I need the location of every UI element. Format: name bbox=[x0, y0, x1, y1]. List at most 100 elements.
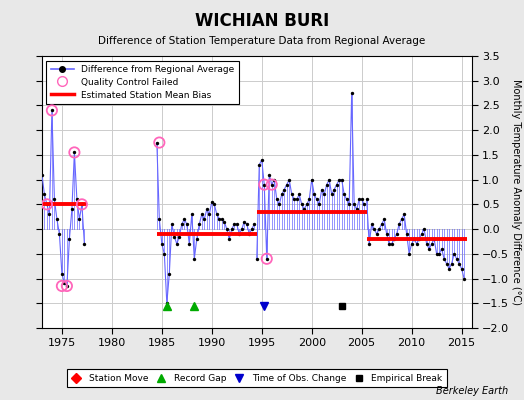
Point bbox=[235, 231, 244, 237]
Point bbox=[208, 199, 216, 205]
Point bbox=[422, 241, 431, 247]
Point bbox=[383, 231, 391, 237]
Point bbox=[245, 231, 254, 237]
Point bbox=[260, 181, 268, 188]
Point bbox=[180, 216, 189, 222]
Point bbox=[220, 218, 228, 225]
Point bbox=[455, 260, 463, 267]
Point bbox=[217, 216, 226, 222]
Point bbox=[155, 139, 163, 146]
Point bbox=[390, 236, 398, 242]
Point bbox=[387, 241, 396, 247]
Point bbox=[430, 236, 438, 242]
Point bbox=[415, 236, 423, 242]
Point bbox=[300, 206, 309, 212]
Point bbox=[73, 196, 81, 203]
Point bbox=[158, 241, 166, 247]
Point bbox=[325, 176, 333, 183]
Point bbox=[263, 256, 271, 262]
Point bbox=[272, 196, 281, 203]
Point bbox=[438, 246, 446, 252]
Point bbox=[185, 241, 193, 247]
Point bbox=[410, 236, 418, 242]
Point bbox=[78, 201, 86, 208]
Point bbox=[230, 221, 238, 227]
Point bbox=[298, 201, 306, 208]
Point bbox=[302, 201, 311, 208]
Point bbox=[225, 236, 234, 242]
Point bbox=[333, 181, 341, 188]
Point bbox=[375, 226, 384, 232]
Point bbox=[53, 216, 61, 222]
Point bbox=[193, 236, 201, 242]
Point bbox=[165, 270, 173, 277]
Text: WICHIAN BURI: WICHIAN BURI bbox=[195, 12, 329, 30]
Point bbox=[78, 201, 86, 208]
Point bbox=[295, 191, 303, 198]
Point bbox=[347, 90, 356, 96]
Point bbox=[367, 221, 376, 227]
Point bbox=[190, 256, 199, 262]
Point bbox=[213, 211, 221, 218]
Point bbox=[183, 221, 191, 227]
Point bbox=[408, 241, 416, 247]
Point bbox=[445, 266, 453, 272]
Point bbox=[60, 280, 69, 287]
Point bbox=[318, 186, 326, 193]
Point bbox=[322, 181, 331, 188]
Point bbox=[452, 256, 461, 262]
Point bbox=[340, 191, 348, 198]
Point bbox=[48, 107, 56, 114]
Point bbox=[420, 226, 428, 232]
Point bbox=[65, 236, 73, 242]
Point bbox=[425, 246, 433, 252]
Point bbox=[198, 211, 206, 218]
Point bbox=[442, 260, 451, 267]
Point bbox=[345, 201, 353, 208]
Point bbox=[48, 107, 56, 114]
Point bbox=[160, 251, 169, 257]
Point bbox=[370, 226, 378, 232]
Point bbox=[210, 201, 219, 208]
Point bbox=[237, 226, 246, 232]
Point bbox=[43, 201, 51, 208]
Point bbox=[45, 211, 53, 218]
Point bbox=[247, 226, 256, 232]
Point bbox=[152, 139, 161, 146]
Point bbox=[215, 216, 223, 222]
Point bbox=[292, 196, 301, 203]
Point bbox=[58, 270, 66, 277]
Point bbox=[278, 191, 286, 198]
Point bbox=[250, 221, 258, 227]
Point bbox=[398, 216, 406, 222]
Point bbox=[353, 206, 361, 212]
Text: Monthly Temperature Anomaly Difference (°C): Monthly Temperature Anomaly Difference (… bbox=[511, 79, 521, 305]
Point bbox=[75, 216, 84, 222]
Point bbox=[355, 196, 363, 203]
Point bbox=[240, 218, 248, 225]
Point bbox=[435, 251, 443, 257]
Point bbox=[280, 186, 288, 193]
Point bbox=[223, 226, 231, 232]
Point bbox=[373, 231, 381, 237]
Point bbox=[70, 149, 79, 156]
Point bbox=[55, 231, 63, 237]
Point bbox=[357, 196, 366, 203]
Point bbox=[195, 221, 203, 227]
Point bbox=[168, 221, 176, 227]
Point bbox=[227, 226, 236, 232]
Point bbox=[50, 196, 59, 203]
Point bbox=[392, 231, 401, 237]
Point bbox=[343, 196, 351, 203]
Point bbox=[363, 196, 371, 203]
Point bbox=[170, 233, 179, 240]
Point bbox=[63, 283, 71, 289]
Point bbox=[288, 191, 296, 198]
Point bbox=[457, 266, 466, 272]
Point bbox=[270, 176, 278, 183]
Point bbox=[58, 283, 66, 289]
Point bbox=[263, 256, 271, 262]
Point bbox=[40, 191, 49, 198]
Point bbox=[377, 221, 386, 227]
Point bbox=[328, 191, 336, 198]
